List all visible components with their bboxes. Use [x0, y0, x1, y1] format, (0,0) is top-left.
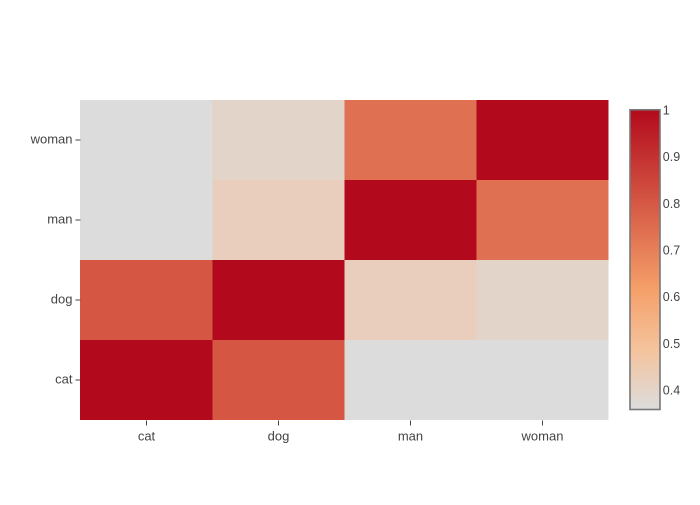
- svg-text:0.4: 0.4: [663, 384, 680, 398]
- svg-text:1: 1: [663, 104, 670, 118]
- svg-text:cat: cat: [55, 372, 73, 387]
- svg-text:man: man: [398, 429, 423, 444]
- svg-text:cat: cat: [138, 429, 156, 444]
- svg-text:0.9: 0.9: [663, 150, 680, 164]
- svg-text:man: man: [47, 212, 72, 227]
- svg-text:0.6: 0.6: [663, 290, 680, 304]
- svg-text:0.8: 0.8: [663, 197, 680, 211]
- svg-text:dog: dog: [268, 429, 290, 444]
- svg-text:woman: woman: [521, 429, 564, 444]
- svg-text:0.5: 0.5: [663, 337, 680, 351]
- svg-text:dog: dog: [51, 292, 73, 307]
- svg-text:woman: woman: [30, 132, 73, 147]
- svg-text:0.7: 0.7: [663, 244, 680, 258]
